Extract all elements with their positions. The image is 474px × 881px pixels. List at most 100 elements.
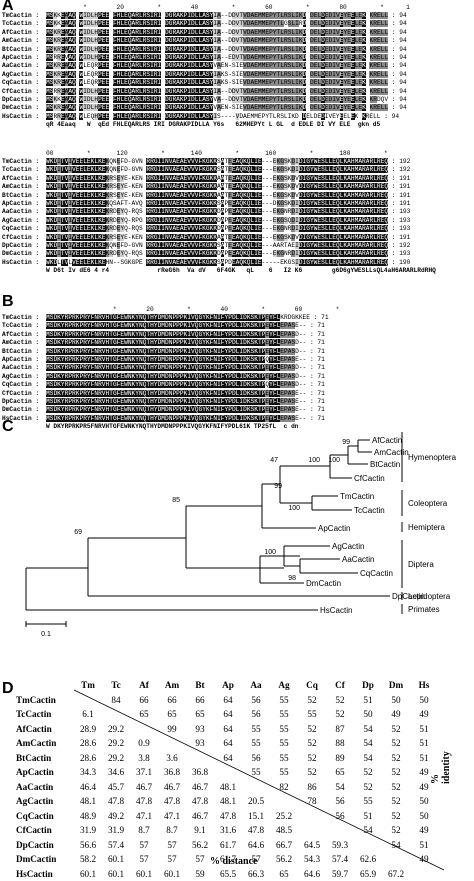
matrix-cell: 64.6 bbox=[242, 838, 270, 853]
alignment-row: TmCactin :MSDKYRPRKPRYFNRVHTGFEWNKYNQTHY… bbox=[2, 314, 339, 322]
sequence-name: AfCactin : bbox=[2, 331, 46, 339]
sequence-residues: MSKREAAQ WIDLHPEE FHLEQARLRSIRI DGRAKPID… bbox=[46, 37, 388, 45]
sequence-residues: MSDKYRPRKPRYFNRVHTGFEWNKYNQTHYDMDNPPPKIV… bbox=[46, 356, 306, 364]
sequence-end-position: : 71 bbox=[306, 406, 325, 414]
sequence-residues: WKDITVIVEELEKLKEKRSEYE-KEN RRGIINVAEAEVV… bbox=[46, 192, 388, 200]
matrix-cell: 48.9 bbox=[74, 809, 102, 824]
sequence-residues: WKDITVIVEELEKLKEKRDEYQ-RPG RRGIINVAEAEVV… bbox=[46, 217, 388, 225]
sequence-name: BtCactin : bbox=[2, 348, 46, 356]
alignment-a-block-2: 00 * 120 * 140 * 160 * 180 *TmCactin :WK… bbox=[2, 150, 436, 275]
matrix-cell: 64 bbox=[214, 736, 242, 751]
matrix-row-header: AfCactin bbox=[16, 722, 74, 737]
sequence-end-position: : 191 bbox=[388, 183, 410, 191]
matrix-cell: 93 bbox=[186, 722, 214, 737]
sequence-name: AmCactin : bbox=[2, 339, 46, 347]
sequence-residues: MSDKYRPRKPRYFNRVHTGFEWNKYNQTHYDMDNPPPKIV… bbox=[46, 322, 306, 330]
sequence-end-position: : 94 bbox=[381, 113, 400, 121]
matrix-row-header: DmCactin bbox=[16, 852, 74, 867]
matrix-cell: 58.2 bbox=[74, 852, 102, 867]
sequence-name: DmCactin : bbox=[2, 406, 46, 414]
matrix-cell: 64 bbox=[214, 693, 242, 708]
bootstrap-value: 100 bbox=[288, 505, 300, 512]
matrix-cell: 66 bbox=[158, 693, 186, 708]
alignment-row: DpCactin :MSKKEAAQ WIDLHPEE FHLEQARLRSIR… bbox=[2, 96, 410, 104]
matrix-row-header: TcCactin bbox=[16, 707, 74, 722]
sequence-name: TmCactin : bbox=[2, 12, 46, 20]
sequence-end-position: : 190 bbox=[388, 259, 410, 267]
matrix-cell: 51 bbox=[410, 838, 438, 853]
distance-axis-label: % distance bbox=[210, 856, 258, 867]
sequence-residues: WKDITVIVEELEKLKEKRSEYE-KEN RRGIINVAEAEVV… bbox=[46, 183, 388, 191]
matrix-cell: 49 bbox=[410, 852, 438, 867]
sequence-end-position: : 94 bbox=[388, 37, 407, 45]
matrix-column-header: Ag bbox=[270, 678, 298, 693]
matrix-row-header: DpCactin bbox=[16, 838, 74, 853]
sequence-residues: MSKKEAAQ WIDLHPEE FHLEQARLRSIRI DGRAKPID… bbox=[46, 12, 388, 20]
alignment-row: ApCactin :MSRREVAQ WIDLHPEE FHLEQARLRSIR… bbox=[2, 54, 410, 62]
matrix-cell: 57 bbox=[158, 838, 186, 853]
matrix-cell: 56.6 bbox=[74, 838, 102, 853]
matrix-cell: 64 bbox=[214, 751, 242, 766]
sequence-name: ApCactin : bbox=[2, 54, 46, 62]
matrix-cell: 54.3 bbox=[298, 852, 326, 867]
matrix-cell: 34.6 bbox=[102, 765, 130, 780]
matrix-cell: 50 bbox=[410, 794, 438, 809]
matrix-cell: 56.2 bbox=[186, 838, 214, 853]
sequence-name: TcCactin : bbox=[2, 322, 46, 330]
alignment-row: DpCactin :WKDITVIVEELEKLKEKQNEFD-GVN RRG… bbox=[2, 242, 436, 250]
sequence-name: AgCactin : bbox=[2, 71, 46, 79]
phylogenetic-tree: AfCactinAmCactinBtCactinCfCactinTmCactin… bbox=[0, 418, 474, 648]
sequence-name: ApCactin : bbox=[2, 200, 46, 208]
matrix-cell: 6.1 bbox=[74, 707, 102, 722]
matrix-cell: 47.8 bbox=[102, 794, 130, 809]
sequence-residues: MSDKYRPRKPRYFNRVHTGFEWNKYNQTHYDMDNPPPKIV… bbox=[46, 339, 306, 347]
sequence-residues: WKDLTVLVEELEKLKEHN--SGKGPE RRGIINVAEAEVV… bbox=[46, 259, 388, 267]
sequence-residues: MSDKYRPRKPRYFNRVHTGFEWNKYNQTHYDMDNPPPKIV… bbox=[46, 348, 306, 356]
bootstrap-value: 100 bbox=[328, 457, 340, 464]
matrix-row-header: TmCactin bbox=[16, 693, 74, 708]
sequence-end-position: : 193 bbox=[388, 225, 410, 233]
matrix-cell: 56 bbox=[326, 794, 354, 809]
sequence-end-position: : 71 bbox=[306, 356, 325, 364]
sequence-residues: MSKREAAQ WIDLHPEE FHLEQARLRSIRI DGRAKPID… bbox=[46, 46, 388, 54]
alignment-row: BtCactin :MSDKYRPRKPRYFNRVHTGFEWNKYNQTHY… bbox=[2, 348, 339, 356]
sequence-residues: MSRREAAQ WIDLHPEE FHLEQARLRSIRI DGRAKPID… bbox=[46, 88, 388, 96]
matrix-row-header: AgCactin bbox=[16, 794, 74, 809]
clade-label: Coleoptera bbox=[408, 499, 448, 508]
sequence-name: AmCactin : bbox=[2, 183, 46, 191]
matrix-cell: 52 bbox=[298, 693, 326, 708]
matrix-cell: 8.7 bbox=[158, 823, 186, 838]
sequence-residues: MSKREAAQ WLEQRPEE FHLEQARLRSIRI DGRAKPID… bbox=[46, 71, 388, 79]
matrix-cell: 65 bbox=[130, 707, 158, 722]
matrix-cell: 34.3 bbox=[74, 765, 102, 780]
sequence-residues: MSKREAAQ WLEQRPEE FHLEQARLRSIRI DGRAKPID… bbox=[46, 79, 388, 87]
matrix-cell: 47.8 bbox=[186, 794, 214, 809]
sequence-residues: MSDKYRPRKPRYFNRVHTGFEWNKYNQTHYDMDNPPPKIV… bbox=[46, 381, 306, 389]
matrix-cell: 55 bbox=[270, 693, 298, 708]
sequence-residues: WKDITVIVEELEKLKEKQNEFD-GVN RRGIINVAEAEVV… bbox=[46, 242, 388, 250]
sequence-residues: WKDITVIVEELEKLKEKRSEYE-KEN RRGIINVAEAEVV… bbox=[46, 175, 388, 183]
matrix-cell: 62.6 bbox=[354, 852, 382, 867]
matrix-cell: 52 bbox=[326, 693, 354, 708]
tree-leaf-label: HsCactin bbox=[320, 606, 352, 615]
matrix-cell: 84 bbox=[102, 693, 130, 708]
matrix-cell: 57.4 bbox=[102, 838, 130, 853]
tree-leaf-label: TcCactin bbox=[354, 506, 385, 515]
matrix-cell: 52 bbox=[298, 736, 326, 751]
matrix-cell: 88 bbox=[326, 736, 354, 751]
matrix-cell: 15.1 bbox=[242, 809, 270, 824]
sequence-end-position: : 191 bbox=[388, 192, 410, 200]
matrix-cell: 25.2 bbox=[270, 809, 298, 824]
matrix-cell: 29.2 bbox=[102, 736, 130, 751]
sequence-residues: MSDKYRPRKPRYFNRVHTGFEWNKYNQTHYDMDNPPPKIV… bbox=[46, 406, 306, 414]
matrix-cell: 0.9 bbox=[130, 736, 158, 751]
matrix-cell: 46.4 bbox=[74, 780, 102, 795]
alignment-row: CqCactin :WKDITVIVEELEKLKEKRDEYQ-RQS RRG… bbox=[2, 225, 436, 233]
sequence-residues: MSKREAAQ WIDLHPEE FHLEQARLRSIRI DGRAKPID… bbox=[46, 104, 388, 112]
sequence-end-position: : 71 bbox=[306, 381, 325, 389]
matrix-cell: 48.1 bbox=[74, 794, 102, 809]
matrix-cell: 56 bbox=[326, 809, 354, 824]
matrix-cell bbox=[270, 794, 298, 809]
alignment-row: DmCactin :MSDKYRPRKPRYFNRVHTGFEWNKYNQTHY… bbox=[2, 406, 339, 414]
